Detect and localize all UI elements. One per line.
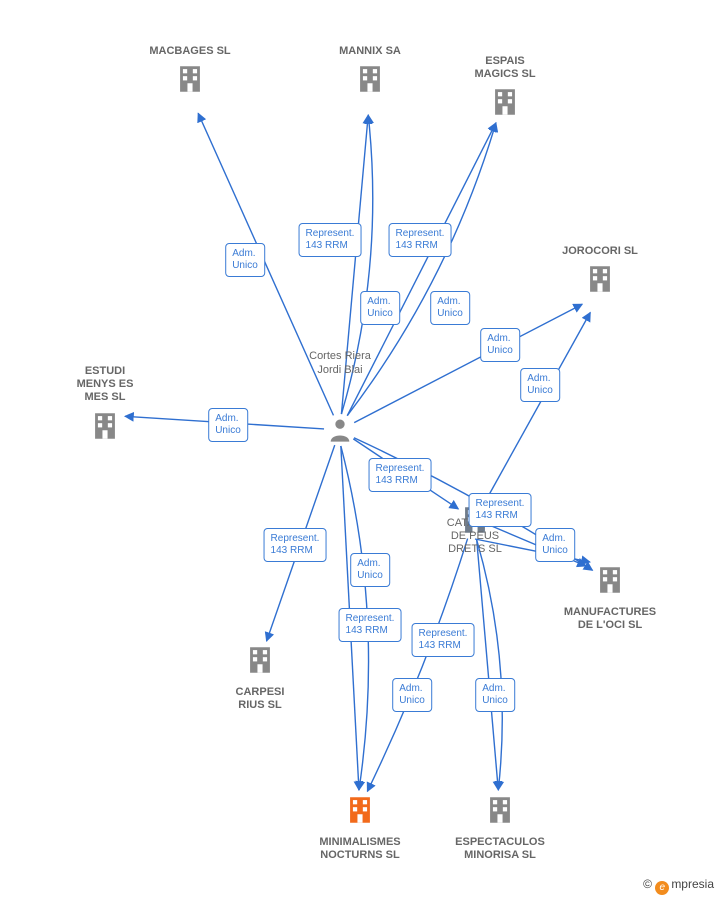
diagram-canvas — [0, 0, 728, 905]
edge-badge: Adm. Unico — [535, 528, 575, 562]
edge-badge: Represent. 143 RRM — [469, 493, 532, 527]
building-icon — [483, 793, 517, 832]
building-icon — [583, 262, 617, 301]
edge-badge: Represent. 143 RRM — [264, 528, 327, 562]
edge-badge: Adm. Unico — [475, 678, 515, 712]
copyright-symbol: © — [643, 877, 652, 891]
company-node-estudi[interactable]: ESTUDI MENYS ES MES SL — [50, 365, 160, 448]
company-node-espect[interactable]: ESPECTACULOS MINORISA SL — [445, 793, 555, 862]
building-icon — [593, 563, 627, 602]
edge-catalana-espect — [477, 540, 499, 790]
edge-badge: Adm. Unico — [520, 368, 560, 402]
brand-name: mpresia — [671, 877, 714, 891]
company-label: MACBAGES SL — [135, 45, 245, 58]
edge-badge: Represent. 143 RRM — [369, 458, 432, 492]
person-label: Cortes Riera Jordi Blai — [305, 350, 375, 378]
company-node-minimal[interactable]: MINIMALISMES NOCTURNS SL — [305, 793, 415, 862]
company-label: MINIMALISMES NOCTURNS SL — [305, 836, 415, 862]
brand-icon: e — [655, 881, 669, 895]
company-node-jorocori[interactable]: JOROCORI SL — [545, 245, 655, 301]
building-icon — [243, 643, 277, 682]
edge-badge: Represent. 143 RRM — [299, 223, 362, 257]
company-label: ESPAIS MAGICS SL — [450, 55, 560, 81]
company-label: CARPESI RIUS SL — [205, 686, 315, 712]
company-node-manuf[interactable]: MANUFACTURES DE L'OCI SL — [555, 563, 665, 632]
edge-badge: Adm. Unico — [430, 291, 470, 325]
edge-badge: Adm. Unico — [360, 291, 400, 325]
edge-badge: Adm. Unico — [225, 243, 265, 277]
company-label: ESPECTACULOS MINORISA SL — [445, 836, 555, 862]
company-label: ESTUDI MENYS ES MES SL — [50, 365, 160, 405]
company-node-mannix[interactable]: MANNIX SA — [315, 45, 425, 101]
edge-badge: Adm. Unico — [350, 553, 390, 587]
building-icon — [488, 85, 522, 124]
edge-badge: Adm. Unico — [208, 408, 248, 442]
company-node-espais[interactable]: ESPAIS MAGICS SL — [450, 55, 560, 124]
company-label: MANUFACTURES DE L'OCI SL — [555, 606, 665, 632]
edge-badge: Adm. Unico — [480, 328, 520, 362]
building-icon — [88, 409, 122, 448]
building-icon — [343, 793, 377, 832]
company-node-macbages[interactable]: MACBAGES SL — [135, 45, 245, 101]
edge-badge: Represent. 143 RRM — [389, 223, 452, 257]
footer-credit: © empresia — [643, 877, 714, 895]
edge-badge: Adm. Unico — [392, 678, 432, 712]
person-icon[interactable] — [326, 415, 354, 450]
building-icon — [353, 62, 387, 101]
building-icon — [173, 62, 207, 101]
company-node-carpesi[interactable]: CARPESI RIUS SL — [205, 643, 315, 712]
company-label: JOROCORI SL — [545, 245, 655, 258]
edge-badge: Represent. 143 RRM — [412, 623, 475, 657]
company-label: MANNIX SA — [315, 45, 425, 58]
edge-badge: Represent. 143 RRM — [339, 608, 402, 642]
